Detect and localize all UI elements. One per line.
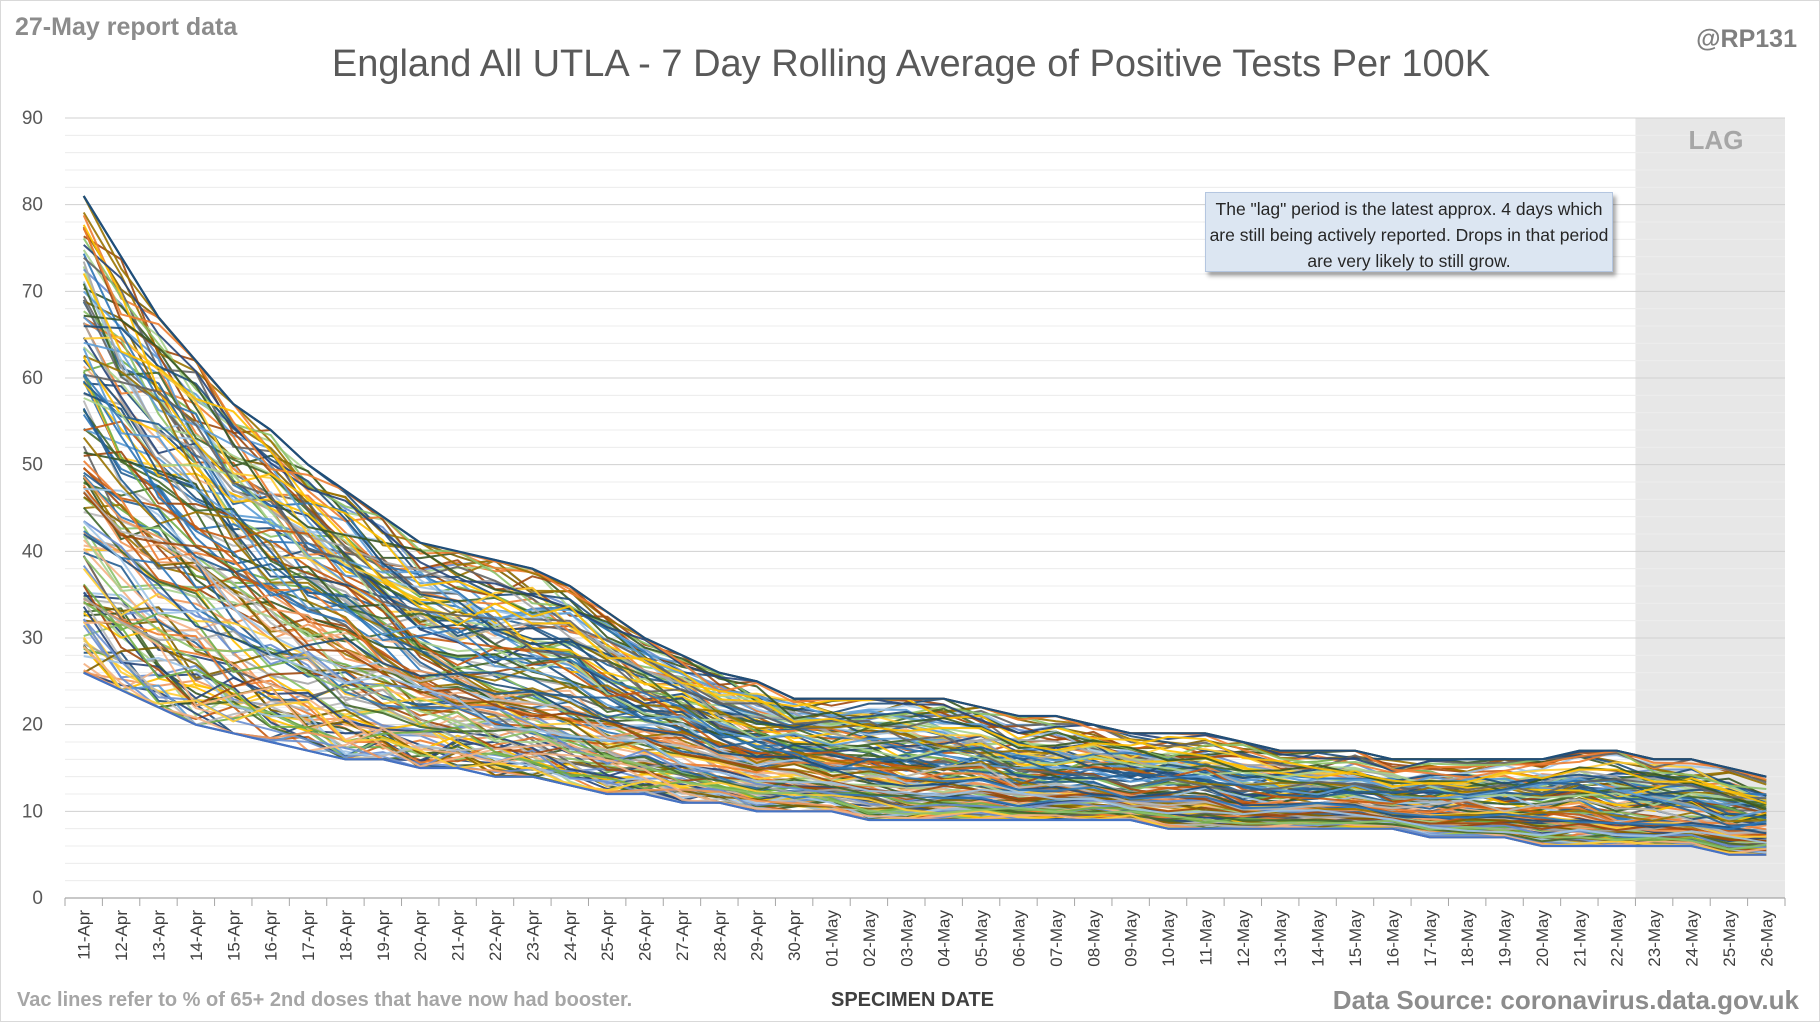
series-line (83, 520, 1767, 849)
x-tick-label: 12-Apr (112, 910, 131, 961)
series-line (82, 521, 1767, 844)
series-lines (82, 195, 1767, 856)
x-tick-label: 19-May (1496, 910, 1515, 967)
x-tick-label: 09-May (1122, 910, 1141, 967)
series-line-lower (83, 671, 1767, 856)
series-line (83, 620, 1767, 855)
x-tick-label: 26-May (1757, 910, 1776, 967)
x-tick-label: 11-Apr (75, 910, 94, 960)
x-tick-label: 16-May (1383, 910, 1402, 967)
x-tick-label: 24-Apr (561, 910, 580, 961)
series-line (82, 237, 1767, 790)
report-date: 27-May report data (15, 13, 238, 41)
y-tick-label: 70 (22, 281, 43, 302)
x-tick-label: 23-May (1645, 910, 1664, 967)
x-tick-label: 01-May (823, 910, 842, 967)
series-line (82, 506, 1767, 848)
y-tick-label: 0 (32, 888, 43, 909)
lag-label: LAG (1688, 125, 1744, 155)
x-tick-label: 27-Apr (673, 910, 692, 961)
x-tick-label: 30-Apr (785, 910, 804, 961)
x-tick-label: 13-May (1271, 910, 1290, 967)
chart-title: England All UTLA - 7 Day Rolling Average… (331, 43, 1491, 85)
series-line (83, 533, 1767, 835)
y-tick-label: 80 (22, 195, 43, 216)
x-tick-label: 14-Apr (187, 910, 206, 961)
series-line (83, 397, 1767, 806)
x-tick-label: 22-Apr (486, 910, 505, 961)
y-tick-label: 50 (22, 455, 43, 476)
x-tick-label: 20-May (1533, 910, 1552, 967)
x-tick-label: 17-Apr (299, 910, 318, 961)
series-line (83, 314, 1767, 811)
x-tick-label: 16-Apr (262, 910, 281, 961)
author-handle: @RP131 (1696, 25, 1797, 53)
series-line (82, 214, 1767, 778)
x-tick-label: 06-May (1009, 910, 1028, 967)
series-line (83, 257, 1767, 784)
series-line (82, 555, 1767, 851)
x-tick-label: 02-May (860, 910, 879, 967)
series-line (82, 409, 1767, 806)
x-tick-label: 15-May (1346, 910, 1365, 967)
x-axis-label: SPECIMEN DATE (831, 989, 994, 1011)
x-tick-label: 07-May (1047, 910, 1066, 967)
series-line-upper (82, 195, 1767, 778)
series-line (82, 583, 1767, 844)
axes: 0 10 20 30 40 50 60 70 80 90 11-Apr 12-Apr 13-Apr 14-… (22, 108, 1786, 967)
x-tick-label: 25-May (1720, 910, 1739, 967)
footnote: Vac lines refer to % of 65+ 2nd doses th… (17, 989, 633, 1011)
series-line (82, 491, 1767, 842)
y-tick-label: 40 (22, 541, 43, 562)
x-tick-label: 28-Apr (710, 910, 729, 961)
series-line (83, 325, 1767, 804)
x-tick-label: 25-Apr (598, 910, 617, 961)
x-tick-label: 18-Apr (336, 910, 355, 961)
x-tick-label: 19-Apr (374, 910, 393, 961)
x-tick-label: 24-May (1683, 910, 1702, 967)
y-tick-label: 90 (22, 108, 43, 129)
x-tick-label: 08-May (1084, 910, 1103, 967)
x-tick-label: 20-Apr (411, 910, 430, 961)
series-line (82, 460, 1767, 831)
x-tick-label: 14-May (1309, 910, 1328, 967)
series-line (82, 273, 1767, 805)
x-tick-label: 26-Apr (636, 910, 655, 961)
series-line (83, 373, 1767, 800)
y-tick-label: 30 (22, 628, 43, 649)
x-tick-label: 23-Apr (523, 910, 542, 961)
x-tick-label: 21-May (1570, 910, 1589, 967)
x-tick-label: 04-May (935, 910, 954, 967)
x-tick-label: 29-Apr (748, 910, 767, 961)
x-tick-label: 13-Apr (149, 910, 168, 961)
x-tick-label: 21-Apr (449, 910, 468, 961)
x-tick-label: 03-May (897, 910, 916, 967)
x-tick-label: 18-May (1458, 910, 1477, 967)
x-tick-label: 10-May (1159, 910, 1178, 967)
x-tick-label: 22-May (1608, 910, 1627, 967)
y-tick-label: 10 (22, 801, 43, 822)
series-line (83, 354, 1767, 813)
x-tick-label: 15-Apr (224, 910, 243, 961)
x-tick-label: 05-May (972, 910, 991, 967)
series-line (82, 407, 1767, 827)
series-line (82, 373, 1767, 830)
x-tick-label: 11-May (1196, 910, 1215, 966)
series-line (83, 341, 1767, 806)
x-tick-label: 12-May (1234, 910, 1253, 967)
series-line (82, 490, 1767, 835)
lag-annotation: The "lag" period is the latest approx. 4… (1205, 192, 1613, 272)
x-tick-label: 17-May (1421, 910, 1440, 967)
data-source: Data Source: coronavirus.data.gov.uk (1332, 985, 1799, 1015)
y-tick-label: 20 (22, 715, 43, 736)
y-tick-label: 60 (22, 368, 43, 389)
